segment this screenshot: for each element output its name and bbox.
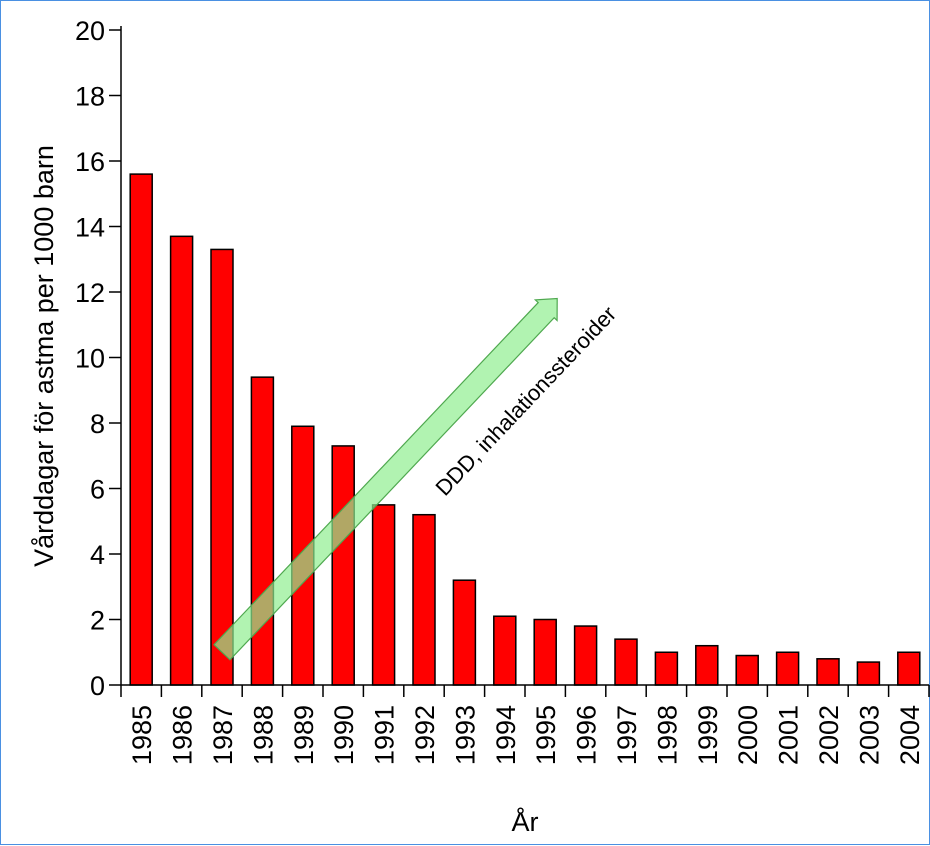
bar-1993 <box>452 579 477 686</box>
x-tick-label-2004: 2004 <box>895 705 925 765</box>
y-tick-label-20: 20 <box>75 16 105 46</box>
y-tick-label-18: 18 <box>75 82 105 112</box>
y-tick-label-12: 12 <box>75 278 105 308</box>
x-tick-label-1993: 1993 <box>450 705 480 765</box>
bar-2002 <box>816 658 840 686</box>
bar-1985 <box>129 173 153 686</box>
bar-1998 <box>654 651 679 686</box>
arrow-shape <box>213 297 558 661</box>
bar-2004 <box>897 651 921 686</box>
y-tick-label-2: 2 <box>90 606 105 636</box>
bar-1995 <box>533 618 557 686</box>
y-tick-label-0: 0 <box>90 671 105 701</box>
x-tick-label-2002: 2002 <box>814 705 844 765</box>
bar-2000 <box>735 654 759 686</box>
x-tick-label-1995: 1995 <box>531 705 561 765</box>
x-tick-label-1986: 1986 <box>168 705 198 765</box>
bar-2003 <box>856 661 881 686</box>
x-tick-label-1990: 1990 <box>329 705 359 765</box>
y-tick-label-16: 16 <box>75 147 105 177</box>
x-tick-label-1992: 1992 <box>410 705 440 765</box>
x-tick-label-1991: 1991 <box>370 705 400 765</box>
bar-1988 <box>250 376 275 686</box>
y-tick-label-10: 10 <box>75 344 105 374</box>
x-tick-label-1997: 1997 <box>612 705 642 765</box>
x-tick-label-2000: 2000 <box>733 705 763 765</box>
x-tick-label-1998: 1998 <box>652 705 682 765</box>
x-tick-label-1988: 1988 <box>248 705 278 765</box>
x-tick-label-1985: 1985 <box>127 705 157 765</box>
x-axis-title: År <box>512 806 539 837</box>
bar-1990 <box>331 445 355 686</box>
y-axis-title: Vårddagar för astma per 1000 barn <box>29 145 59 567</box>
y-tick-label-4: 4 <box>90 540 105 570</box>
x-tick-label-1999: 1999 <box>693 705 723 765</box>
y-tick-label-6: 6 <box>90 475 105 505</box>
bar-1991 <box>371 504 396 686</box>
bar-1992 <box>412 513 436 686</box>
bar-1987 <box>210 248 234 686</box>
bar-1997 <box>614 638 638 686</box>
x-tick-label-1996: 1996 <box>572 705 602 765</box>
bar-1996 <box>573 625 598 686</box>
x-tick-label-1989: 1989 <box>289 705 319 765</box>
y-tick-label-14: 14 <box>75 213 105 243</box>
inhaled-steroid-arrow <box>213 297 558 661</box>
bar-1986 <box>169 235 194 686</box>
y-tick-label-8: 8 <box>90 409 105 439</box>
bar-1994 <box>493 615 517 686</box>
axes-layer: 0 2 4 6 8 10 12 14 16 18 20 1985 1986 1987 1988 1989 199… <box>75 16 930 765</box>
x-tick-label-1987: 1987 <box>208 705 238 765</box>
x-tick-label-2003: 2003 <box>854 705 884 765</box>
bar-2001 <box>775 651 800 686</box>
bar-1999 <box>695 644 719 686</box>
x-tick-label-1994: 1994 <box>491 705 521 765</box>
x-tick-label-2001: 2001 <box>774 705 804 765</box>
